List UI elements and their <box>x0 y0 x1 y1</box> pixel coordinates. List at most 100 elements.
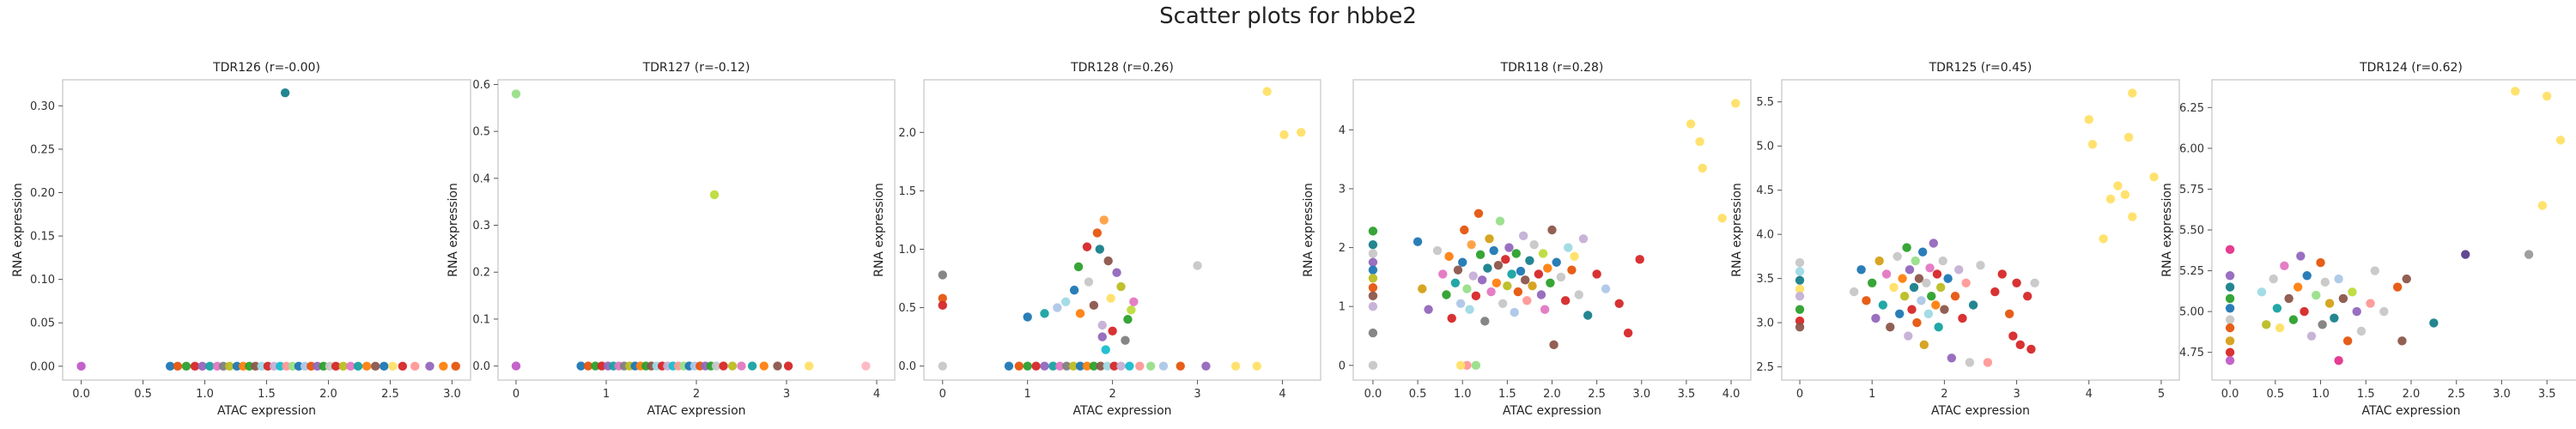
scatter-point <box>1917 247 1928 257</box>
scatter-point <box>294 361 304 372</box>
scatter-point <box>1368 227 1378 236</box>
x-tick-label: 2.0 <box>319 388 337 401</box>
scatter-point <box>1932 269 1942 279</box>
x-tick-label: 0.0 <box>2221 388 2239 401</box>
scatter-panel-2: TDR127 (r=-0.12) 0 1 2 3 4 0.0 0.1 0.2 0.3 0.4 0.5 0… <box>447 61 896 418</box>
scatter-point <box>257 361 266 372</box>
scatter-point <box>1899 292 1910 301</box>
scatter-point <box>2397 336 2407 346</box>
scatter-point <box>1898 274 1907 283</box>
scatter-point <box>1486 287 1496 297</box>
y-tick-label: 3.0 <box>1756 317 1774 330</box>
x-tick-label: 1 <box>603 388 610 401</box>
scatter-point <box>1516 266 1526 276</box>
scatter-point <box>1895 309 1905 318</box>
scatter-point <box>1905 265 1915 275</box>
scatter-point <box>1075 361 1085 371</box>
x-tick-label: 3 <box>783 388 790 401</box>
scatter-point <box>597 361 606 371</box>
plot-frame <box>1781 79 2180 381</box>
scatter-point <box>1230 361 1241 371</box>
scatter-point <box>1795 292 1805 301</box>
scatter-point <box>1874 256 1884 266</box>
scatter-point <box>938 293 947 303</box>
scatter-point <box>1549 340 1558 350</box>
scatter-point <box>307 361 316 372</box>
scatter-point <box>319 361 328 372</box>
scatter-point <box>1525 256 1534 265</box>
scatter-point <box>2302 271 2312 281</box>
scatter-point <box>1109 361 1119 371</box>
scatter-point <box>1112 268 1121 277</box>
panel-title: TDR124 (r=0.62) <box>2359 61 2463 75</box>
scatter-point <box>1099 215 1109 225</box>
scatter-point <box>1048 361 1058 371</box>
scatter-point <box>1438 269 1448 279</box>
scatter-point <box>576 361 586 371</box>
scatter-point <box>719 361 728 371</box>
scatter-point <box>2316 257 2325 268</box>
scatter-point <box>282 361 291 372</box>
y-axis-label: RNA expression <box>11 183 25 277</box>
scatter-point <box>313 361 322 372</box>
x-axis-label: ATAC expression <box>1072 404 1171 418</box>
scatter-point <box>1262 87 1272 96</box>
scatter-point <box>1849 287 1859 297</box>
scatter-point <box>2461 250 2470 259</box>
scatter-point <box>232 361 242 372</box>
scatter-point <box>1097 332 1107 341</box>
scatter-point <box>711 361 721 371</box>
scatter-point <box>1578 234 1589 244</box>
scatter-point <box>2225 323 2235 333</box>
scatter-point <box>1501 255 1510 264</box>
x-tick-label: 1 <box>1868 388 1875 401</box>
scatter-point <box>1893 251 1902 262</box>
scatter-point <box>1471 291 1481 301</box>
x-tick-label: 2.0 <box>2403 388 2421 401</box>
y-tick-label: 0.3 <box>472 220 490 233</box>
plot-frame <box>923 79 1321 381</box>
scatter-point <box>1925 263 1935 273</box>
scatter-point <box>173 361 183 372</box>
scatter-point <box>1121 335 1130 345</box>
scatter-point <box>1368 249 1378 258</box>
scatter-point <box>205 361 215 372</box>
x-tick-label: 1 <box>1024 388 1031 401</box>
scatter-point <box>269 361 279 372</box>
scatter-point <box>2318 320 2327 329</box>
scatter-point <box>1368 328 1378 338</box>
y-axis-label: RNA expression <box>1302 183 1315 277</box>
scatter-point <box>1368 257 1378 267</box>
x-tick-label: 3.5 <box>1678 388 1696 401</box>
x-tick-label: 0.0 <box>72 388 90 401</box>
scatter-point <box>2225 282 2235 292</box>
scatter-point <box>773 361 782 371</box>
scatter-panel-5: TDR125 (r=0.45) 0 1 2 3 4 5 2.5 3.0 3.5 4.0 4.5 5.0 5… <box>1730 61 2180 418</box>
scatter-point <box>583 361 593 371</box>
scatter-point <box>1252 361 1262 371</box>
scatter-point <box>2366 299 2375 308</box>
scatter-point <box>1495 216 1505 226</box>
scatter-point <box>76 361 86 372</box>
scatter-point <box>1510 307 1519 317</box>
scatter-point <box>1492 278 1502 287</box>
scatter-point <box>2306 331 2317 341</box>
scatter-point <box>1513 287 1523 297</box>
x-tick-label: 0.5 <box>1409 388 1427 401</box>
scatter-point <box>380 361 389 372</box>
scatter-point <box>1040 309 1049 318</box>
y-tick-label: 0.00 <box>30 360 55 373</box>
x-tick-label: 2 <box>1941 388 1947 401</box>
scatter-point <box>1923 309 1934 318</box>
scatter-point <box>1462 284 1472 293</box>
scatter-point <box>1106 293 1115 303</box>
scatter-point <box>1089 361 1099 371</box>
x-tick-label: 2 <box>1109 388 1115 401</box>
scatter-point <box>1997 269 2007 279</box>
scatter-point <box>1695 136 1704 147</box>
scatter-point <box>1940 305 1949 314</box>
y-tick-label: 5.00 <box>2179 306 2204 319</box>
scatter-point <box>1089 300 1099 311</box>
x-axis-label: ATAC expression <box>647 404 745 418</box>
x-tick-label: 3 <box>2013 388 2020 401</box>
